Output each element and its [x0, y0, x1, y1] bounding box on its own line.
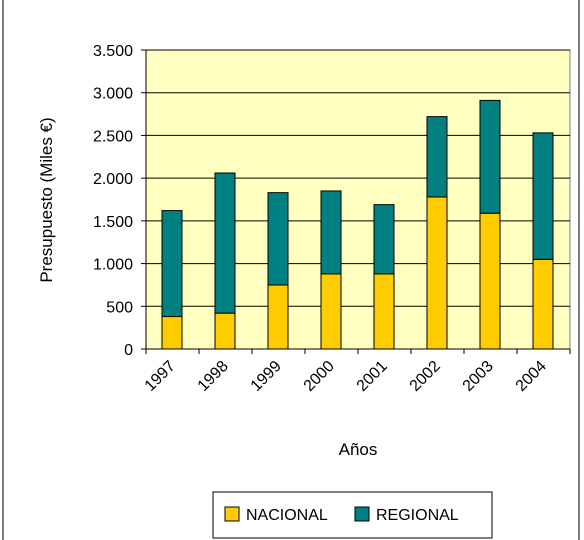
y-tick-label: 3.500 — [93, 43, 133, 60]
bar-regional-2001 — [373, 204, 395, 275]
bar-nacional-2001 — [373, 273, 395, 350]
bar-regional-2003 — [479, 99, 501, 214]
bar-regional-2002 — [426, 116, 448, 198]
y-tick-label: 1.500 — [93, 214, 133, 231]
axes — [141, 49, 571, 354]
bar-nacional-2002 — [426, 196, 448, 350]
y-tick-label: 0 — [124, 342, 133, 359]
bar-nacional-2000 — [320, 273, 342, 350]
bar-regional-2004 — [532, 132, 554, 260]
legend-box — [212, 491, 493, 539]
legend-swatch-nacional — [224, 506, 240, 522]
bar-regional-2000 — [320, 190, 342, 275]
bar-nacional-2004 — [532, 258, 554, 350]
y-tick-label: 3.000 — [93, 86, 133, 103]
bar-nacional-2003 — [479, 212, 501, 350]
bar-regional-1998 — [214, 172, 236, 314]
y-tick-label: 2.000 — [93, 171, 133, 188]
y-axis-title: Presupuesto (Miles €) — [37, 117, 56, 282]
bar-regional-1997 — [161, 210, 183, 318]
y-tick-labels: 0 500 1.000 1.500 2.000 2.500 3.000 3.500 — [93, 43, 133, 359]
bars — [161, 99, 554, 350]
legend-label-nacional: NACIONAL — [246, 507, 328, 524]
legend-label-regional: REGIONAL — [376, 507, 459, 524]
y-tick-label: 2.500 — [93, 128, 133, 145]
legend-swatch-regional — [354, 506, 370, 522]
bar-nacional-1998 — [214, 312, 236, 350]
y-tick-label: 1.000 — [93, 257, 133, 274]
legend: NACIONAL REGIONAL — [212, 491, 493, 539]
bar-nacional-1999 — [267, 284, 289, 350]
bar-regional-1999 — [267, 192, 289, 286]
y-tick-label: 500 — [106, 299, 133, 316]
bar-nacional-1997 — [161, 316, 183, 350]
plot-area — [145, 49, 571, 350]
x-axis-title: Años — [339, 440, 378, 459]
